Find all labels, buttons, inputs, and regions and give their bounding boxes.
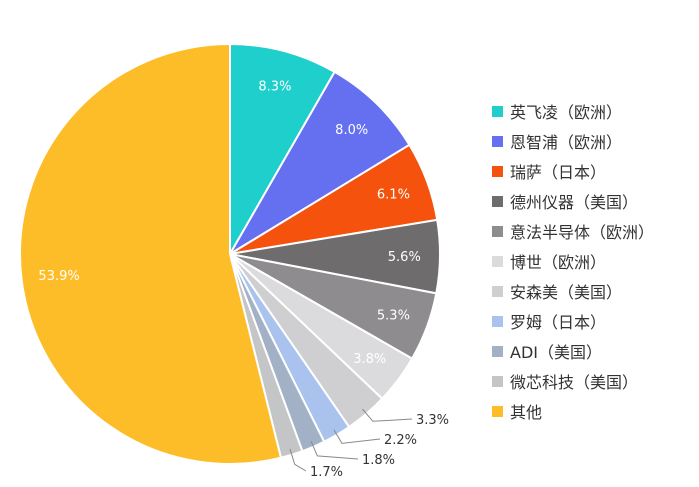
legend-label: 恩智浦（欧洲） [510,133,623,152]
legend-swatch [492,255,503,267]
slice-label: 8.0% [335,123,368,138]
slice-label: 8.3% [258,80,291,95]
slice-label: 3.8% [353,352,386,367]
legend-swatch [492,315,503,327]
slice-labels: 8.3% 8.0% 6.1% 5.6% 5.3% 3.8% 3.3% 2.2% 1.8% 1.7%… [38,80,449,480]
leader-lines [289,408,413,472]
legend-label: 德州仪器（美国） [510,193,639,212]
legend-label: 意法半导体（欧洲） [510,223,655,242]
slice-label: 3.3% [416,413,449,428]
legend-swatch [492,195,503,207]
legend-swatch [492,135,503,147]
legend-swatch [492,225,503,237]
slice-label: 6.1% [377,187,410,202]
leader-line [333,429,381,444]
legend-item: 意法半导体（欧洲） [492,216,654,246]
legend-item: 其他 [492,396,654,426]
legend-item: 微芯科技（美国） [492,366,654,396]
slice-label: 5.6% [388,250,421,265]
legend: 英飞凌（欧洲） 恩智浦（欧洲） 瑞萨（日本） 德州仪器（美国） 意法半导体（欧洲） 博世（… [492,96,654,426]
slice-label: 2.2% [384,433,417,448]
legend-label: 微芯科技（美国） [510,373,639,392]
legend-label: 其他 [510,403,543,422]
leader-line [310,441,359,460]
legend-label: 罗姆（日本） [510,313,607,332]
legend-swatch [492,105,503,117]
pie-slices [19,42,441,465]
pie-slice [229,42,336,258]
leader-line [289,448,307,472]
legend-item: 恩智浦（欧洲） [492,126,654,156]
legend-swatch [492,375,503,387]
leader-line [362,408,413,422]
legend-label: ADI（美国） [510,343,602,362]
legend-label: 安森美（美国） [510,283,623,302]
pie-chart: 8.3% 8.0% 6.1% 5.6% 5.3% 3.8% 3.3% 2.2% 1.8% 1.7%… [19,42,449,480]
pie-slice [19,42,283,465]
legend-item: 德州仪器（美国） [492,186,654,216]
slice-label: 1.7% [310,465,343,480]
legend-item: 英飞凌（欧洲） [492,96,654,126]
legend-label: 博世（欧洲） [510,253,607,272]
legend-label: 英飞凌（欧洲） [510,103,623,122]
legend-label: 瑞萨（日本） [510,163,607,182]
legend-swatch [492,285,503,297]
legend-item: 安森美（美国） [492,276,654,306]
legend-swatch [492,405,503,417]
legend-item: 博世（欧洲） [492,246,654,276]
pie-slice [229,70,411,255]
slice-label: 53.9% [38,269,79,284]
slice-label: 1.8% [362,453,395,468]
legend-swatch [492,165,503,177]
legend-item: 罗姆（日本） [492,306,654,336]
legend-swatch [492,345,503,357]
slice-label: 5.3% [377,309,410,324]
legend-item: 瑞萨（日本） [492,156,654,186]
legend-item: ADI（美国） [492,336,654,366]
